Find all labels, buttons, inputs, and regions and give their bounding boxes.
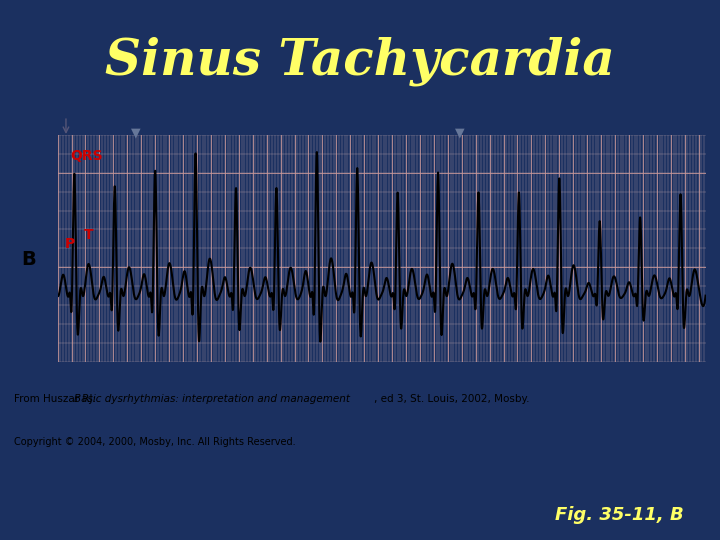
Text: P: P: [65, 238, 75, 252]
Text: ▼: ▼: [130, 126, 140, 139]
Text: From Huszar RJ:: From Huszar RJ:: [14, 394, 99, 404]
Text: , ed 3, St. Louis, 2002, Mosby.: , ed 3, St. Louis, 2002, Mosby.: [374, 394, 530, 404]
Text: Copyright © 2004, 2000, Mosby, Inc. All Rights Reserved.: Copyright © 2004, 2000, Mosby, Inc. All …: [14, 437, 296, 448]
Text: B: B: [22, 250, 36, 269]
Text: Fig. 35-11, B: Fig. 35-11, B: [555, 507, 684, 524]
Text: Sinus Tachycardia: Sinus Tachycardia: [105, 36, 615, 85]
Text: QRS: QRS: [70, 148, 103, 163]
Text: Basic dysrhythmias: interpretation and management: Basic dysrhythmias: interpretation and m…: [74, 394, 350, 404]
Text: T: T: [84, 228, 94, 242]
Text: ▼: ▼: [454, 126, 464, 139]
